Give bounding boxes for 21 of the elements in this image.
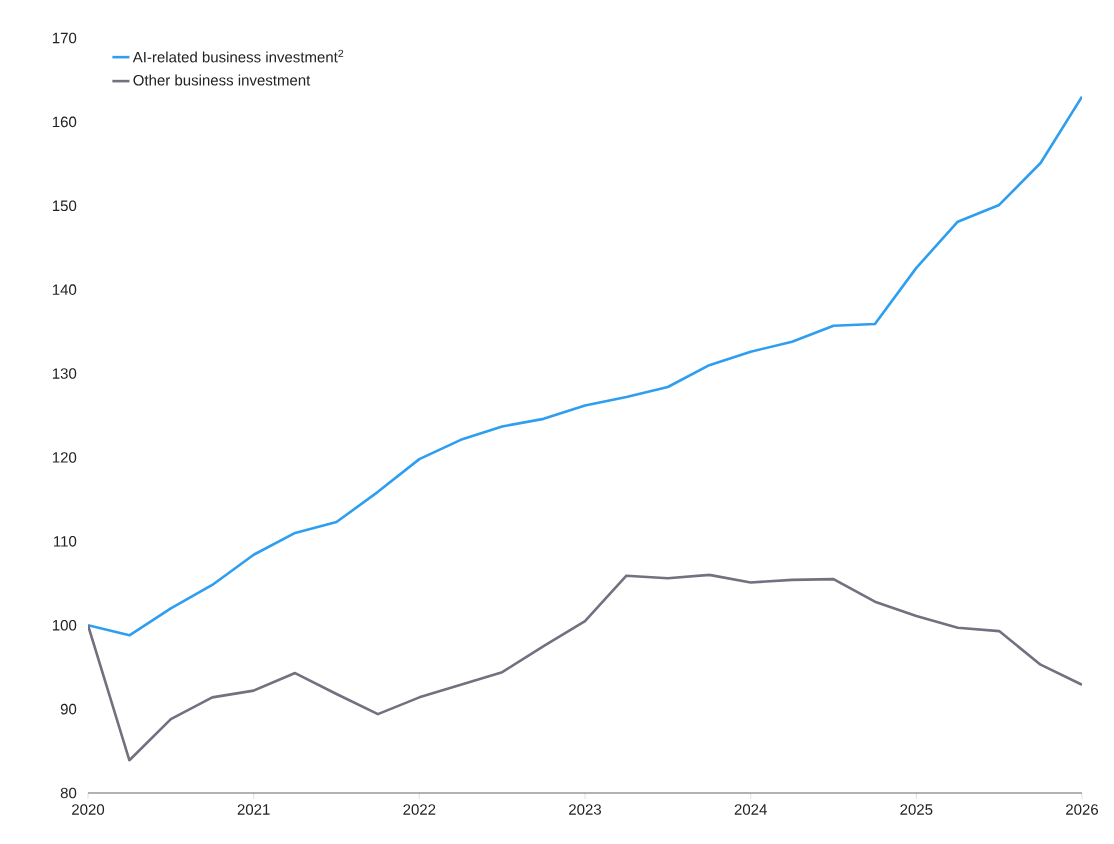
line-series <box>88 573 1083 762</box>
legend-label: Other business investment <box>133 74 311 86</box>
y-tick-label: 100 <box>52 619 77 631</box>
x-tick-label: 2023 <box>569 804 602 815</box>
y-tick-label: 90 <box>60 703 77 715</box>
x-tick-label: 2026 <box>1066 804 1099 815</box>
y-tick-label: 170 <box>52 32 77 44</box>
y-tick-label: 130 <box>52 368 77 379</box>
y-tick-label: 110 <box>54 536 77 547</box>
y-tick-label: 120 <box>52 452 77 463</box>
x-tick-label: 2022 <box>403 804 436 815</box>
legend-label: AI-related business investment$^{2}$ <box>132 49 344 63</box>
x-tick-label: 2024 <box>734 804 767 815</box>
x-tick-label: 2021 <box>237 804 270 815</box>
y-tick-label: 80 <box>60 787 77 799</box>
line-series <box>88 95 1083 637</box>
y-tick-label: 160 <box>52 116 77 128</box>
x-tick-label: 2025 <box>900 804 933 815</box>
x-tick-label: 2020 <box>72 804 105 815</box>
y-tick-label: 140 <box>52 284 77 295</box>
y-tick-label: 150 <box>52 200 77 212</box>
